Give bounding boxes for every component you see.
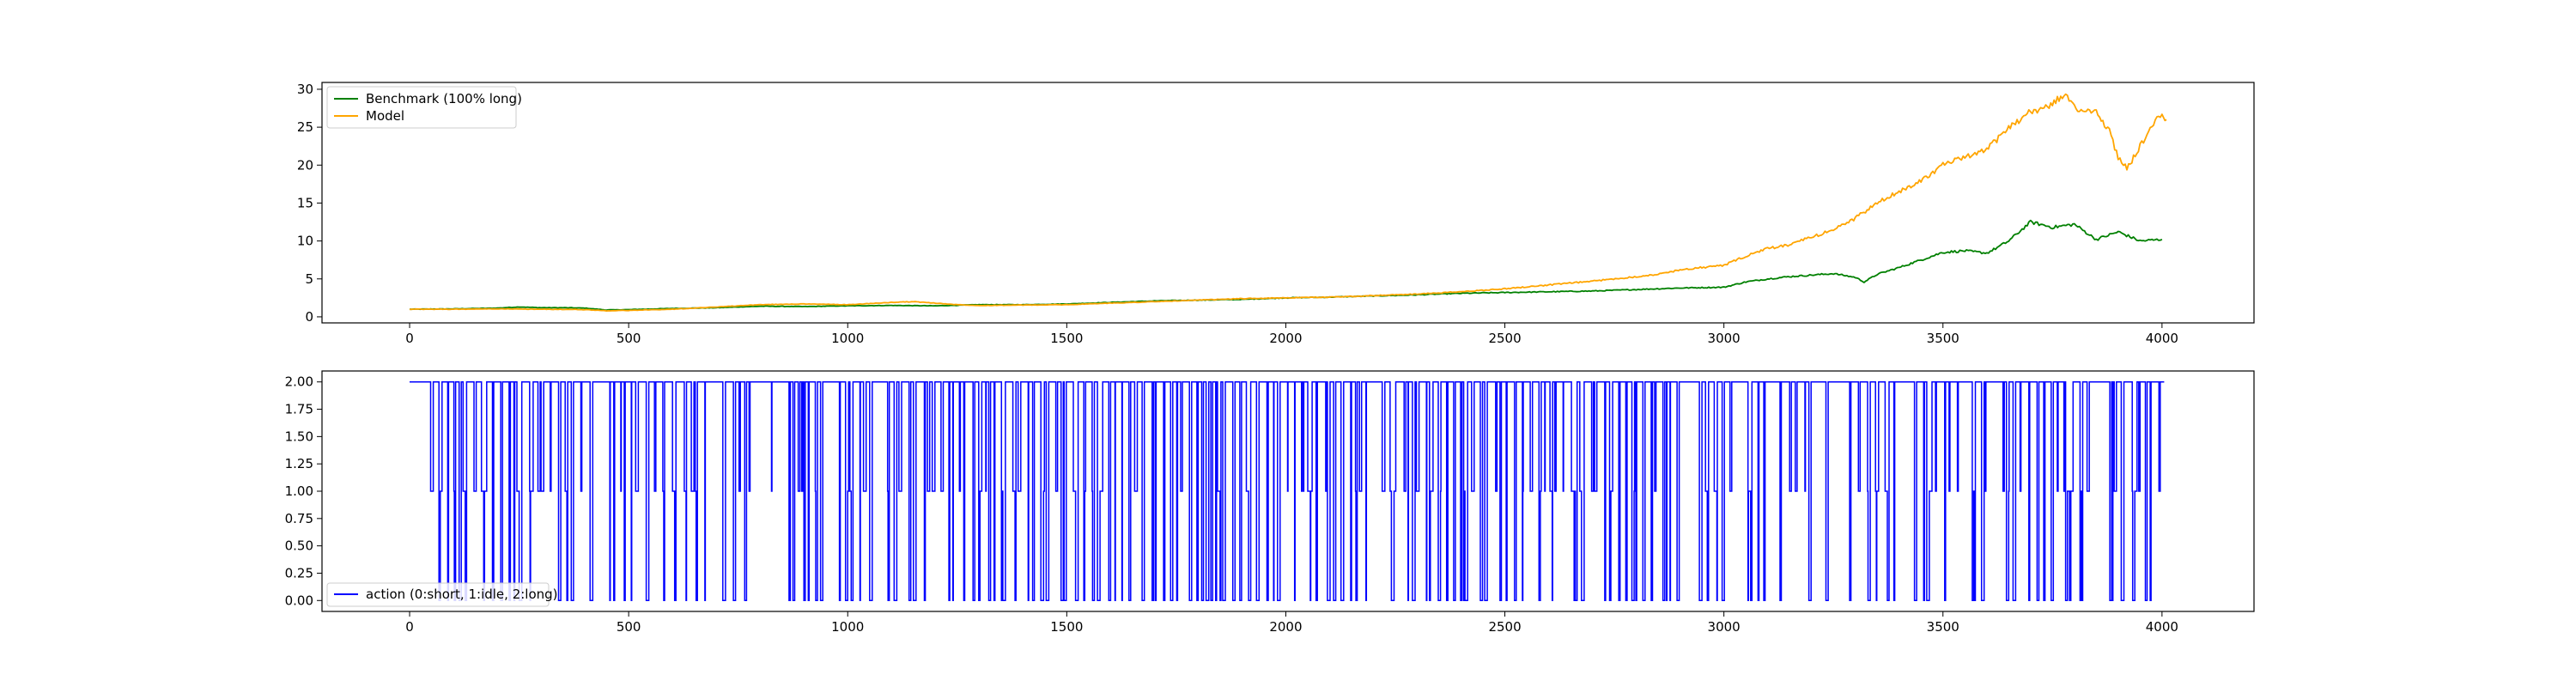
- equity-chart: 0 500 1000 1500 2000 2500 3000 3500 4000 0 5 10 15 2…: [297, 82, 2255, 346]
- y-tick-label: 1.75: [285, 402, 313, 417]
- equity-chart-lines: [409, 93, 2167, 313]
- legend-label-model: Model: [366, 108, 404, 124]
- x-tick-label: 3000: [1708, 331, 1741, 346]
- y-tick-label: 1.00: [285, 483, 313, 499]
- y-tick-label: 0.25: [285, 565, 313, 581]
- series-line-action: [410, 380, 2165, 602]
- y-tick-label: 15: [297, 195, 313, 210]
- y-tick-label: 25: [297, 119, 313, 135]
- equity-chart-x-axis: 0 500 1000 1500 2000 2500 3000 3500 4000: [405, 323, 2178, 346]
- x-tick-label: 3000: [1708, 619, 1741, 635]
- x-tick-label: 3500: [1927, 619, 1959, 635]
- legend-label-benchmark: Benchmark (100% long): [366, 91, 522, 106]
- y-tick-label: 0.50: [285, 538, 313, 554]
- y-tick-label: 20: [297, 157, 313, 173]
- y-tick-label: 1.50: [285, 429, 313, 444]
- y-tick-label: 0: [305, 309, 313, 325]
- x-tick-label: 2000: [1269, 331, 1302, 346]
- action-chart-y-axis: 0.00 0.25 0.50 0.75 1.00 1.25 1.50 1.75 2.00: [285, 374, 322, 608]
- y-tick-label: 10: [297, 234, 313, 249]
- action-chart: 0 500 1000 1500 2000 2500 3000 3500 4000 0.00 0.2…: [285, 370, 2255, 635]
- x-tick-label: 2500: [1488, 331, 1521, 346]
- x-tick-label: 1000: [831, 619, 864, 635]
- x-tick-label: 0: [405, 331, 414, 346]
- legend-box: [326, 86, 517, 129]
- x-tick-label: 1000: [831, 331, 864, 346]
- x-tick-label: 2500: [1488, 619, 1521, 635]
- x-tick-label: 500: [617, 331, 641, 346]
- x-tick-label: 4000: [2146, 619, 2178, 635]
- y-tick-label: 0.00: [285, 593, 313, 608]
- y-tick-label: 5: [305, 271, 313, 287]
- series-line-model: [409, 93, 2167, 313]
- legend-label-action: action (0:short, 1:idle, 2:long): [366, 587, 558, 602]
- x-tick-label: 2000: [1269, 619, 1302, 635]
- x-tick-label: 0: [405, 619, 414, 635]
- y-tick-label: 1.25: [285, 456, 313, 471]
- x-tick-label: 1500: [1050, 619, 1083, 635]
- equity-chart-legend: Benchmark (100% long) Model: [326, 86, 522, 129]
- y-tick-label: 30: [297, 82, 313, 97]
- y-tick-label: 0.75: [285, 511, 313, 526]
- x-tick-label: 3500: [1927, 331, 1959, 346]
- action-chart-legend: action (0:short, 1:idle, 2:long): [326, 582, 558, 607]
- x-tick-label: 500: [617, 619, 641, 635]
- action-chart-lines: [410, 380, 2165, 602]
- action-chart-x-axis: 0 500 1000 1500 2000 2500 3000 3500 4000: [405, 611, 2178, 635]
- x-tick-label: 4000: [2146, 331, 2178, 346]
- y-tick-label: 2.00: [285, 374, 313, 390]
- legend-box: [326, 582, 550, 607]
- equity-chart-y-axis: 0 5 10 15 20 25 30: [297, 82, 322, 325]
- x-tick-label: 1500: [1050, 331, 1083, 346]
